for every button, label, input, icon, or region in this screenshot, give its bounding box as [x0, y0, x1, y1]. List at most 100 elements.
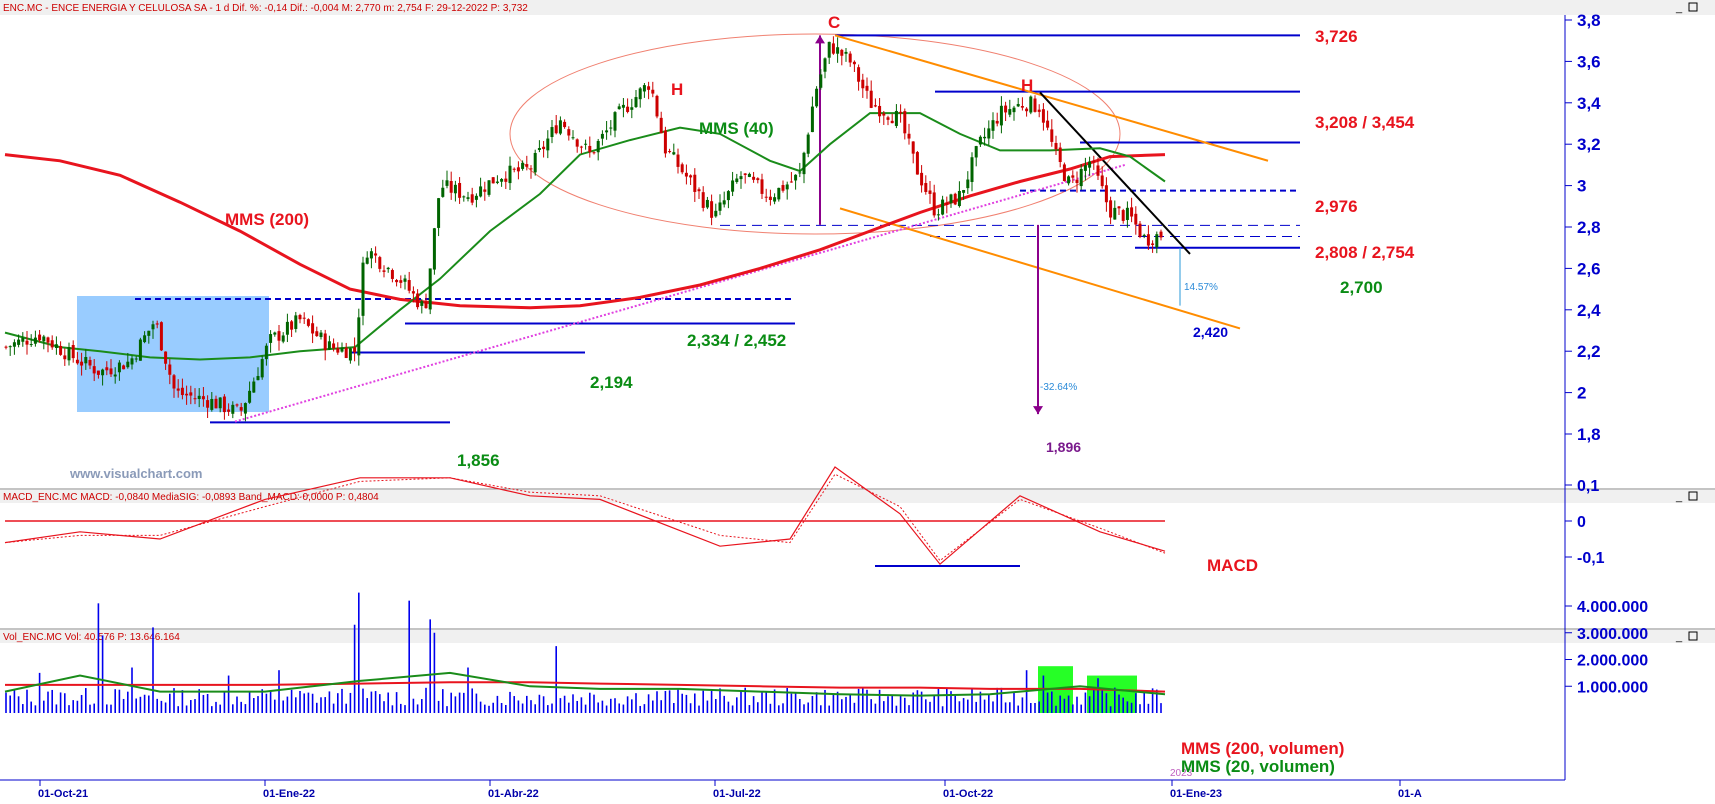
price-candle	[525, 164, 529, 167]
price-candle	[1146, 234, 1150, 246]
price-candle	[697, 189, 701, 192]
price-maximize-icon[interactable]	[1688, 2, 1698, 12]
price-candle	[857, 67, 861, 82]
price-candle	[243, 403, 247, 414]
price-candle	[25, 340, 29, 345]
price-candle	[395, 280, 399, 283]
price-candle	[1088, 161, 1092, 168]
price-candle	[105, 367, 109, 371]
price-candle	[1058, 147, 1062, 163]
measure-arrow-tip	[815, 35, 825, 44]
level-label-1896: 1,896	[1046, 439, 1081, 455]
price-candle	[180, 387, 184, 396]
level-label-2420: 2,420	[1193, 324, 1228, 340]
price-candle	[54, 344, 58, 348]
price-candle	[500, 179, 504, 182]
watermark: www.visualchart.com	[69, 466, 202, 481]
price-candle	[71, 345, 75, 359]
level-label-3208-3454: 3,208 / 3,454	[1315, 113, 1415, 132]
price-candle	[256, 376, 260, 381]
macd-line	[4, 466, 1166, 566]
price-candle	[302, 317, 306, 319]
macd-signal-line	[4, 473, 1166, 562]
price-candle	[819, 74, 823, 88]
price-header: ENC.MC - ENCE ENERGIA Y CELULOSA SA - 1 …	[3, 3, 528, 14]
price-candle	[823, 58, 827, 72]
price-candle	[626, 106, 630, 112]
price-candle	[504, 178, 508, 182]
price-candle	[84, 356, 88, 364]
year-marker: 2023	[1170, 768, 1193, 779]
date-axis-label: 01-Ene-23	[1170, 788, 1222, 799]
price-candle	[416, 293, 420, 308]
price-candle	[752, 176, 756, 180]
price-candle	[890, 120, 894, 124]
price-minimize-icon[interactable]: _	[1675, 2, 1683, 14]
price-candle	[584, 143, 588, 145]
measure-arrow-tip	[1033, 406, 1043, 415]
price-candle	[483, 189, 487, 192]
price-candle	[1134, 213, 1138, 225]
price-candle	[424, 301, 428, 309]
price-candle	[508, 165, 512, 184]
level-label-1856: 1,856	[457, 451, 500, 470]
price-candle	[970, 157, 974, 182]
price-candle	[512, 168, 516, 170]
price-candle	[323, 333, 327, 351]
price-candle	[1104, 185, 1108, 203]
price-candle	[592, 152, 596, 154]
price-candle	[684, 172, 688, 177]
price-candle	[735, 178, 739, 182]
price-candle	[941, 199, 945, 215]
level-label-3726: 3,726	[1315, 27, 1358, 46]
price-candle	[479, 186, 483, 197]
price-candle	[122, 365, 126, 370]
price-candle	[516, 167, 520, 172]
price-candle	[92, 366, 96, 374]
volume-header-bar	[0, 630, 1715, 643]
price-candle	[1117, 206, 1121, 209]
macd-maximize-icon[interactable]	[1688, 491, 1698, 501]
price-axis-tick-label: 3	[1577, 177, 1586, 196]
price-candle	[974, 146, 978, 158]
price-candle	[542, 146, 546, 150]
price-candle	[1155, 234, 1159, 248]
price-candle	[529, 168, 533, 170]
macd-minimize-icon[interactable]: _	[1675, 491, 1683, 503]
ma200-line	[4, 153, 1166, 310]
consolidation-zone	[77, 296, 269, 412]
price-candle	[865, 85, 869, 91]
price-candle	[1100, 175, 1104, 187]
price-candle	[428, 268, 432, 310]
volume-maximize-icon[interactable]	[1688, 631, 1698, 641]
price-candle	[1159, 231, 1163, 238]
price-candle	[487, 180, 491, 195]
price-candle	[991, 120, 995, 131]
price-candle	[126, 361, 130, 368]
volume-ma200-line	[5, 681, 1166, 693]
level-label-2976: 2,976	[1315, 197, 1358, 216]
price-candle	[1067, 176, 1071, 184]
price-candle	[861, 79, 865, 89]
level-label-2808-2754: 2,808 / 2,754	[1315, 243, 1415, 262]
price-candle	[537, 148, 541, 150]
price-candle	[101, 369, 105, 376]
price-candle	[159, 322, 163, 351]
price-candle	[235, 404, 239, 406]
price-candle	[138, 339, 142, 361]
price-candle	[222, 396, 226, 413]
price-candle	[466, 197, 470, 199]
volume-minimize-icon[interactable]: _	[1675, 631, 1683, 643]
level-label-2700: 2,700	[1340, 278, 1383, 297]
macd-axis-tick-label: 0,1	[1577, 478, 1599, 495]
price-candle	[953, 193, 957, 205]
price-candle	[336, 348, 340, 353]
price-candle	[214, 398, 218, 409]
price-candle	[798, 172, 802, 174]
price-candle	[844, 51, 848, 54]
price-candle	[155, 323, 159, 325]
price-candle	[348, 348, 352, 361]
price-candle	[773, 197, 777, 202]
pct-label-up: 14.57%	[1184, 282, 1218, 293]
